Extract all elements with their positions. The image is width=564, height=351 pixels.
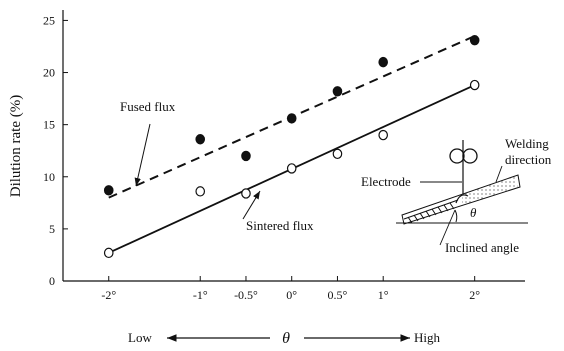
data-point-series-1	[378, 129, 388, 141]
low-label: Low	[128, 330, 152, 345]
data-point-series-0	[103, 185, 114, 196]
x-tick-label: 0°	[286, 288, 297, 302]
fused-flux-label: Fused flux	[120, 99, 176, 114]
data-point-series-1	[241, 188, 251, 199]
x-tick-label: -1°	[193, 288, 208, 302]
arc-pool	[455, 194, 469, 204]
data-point-series-1	[469, 79, 480, 91]
sintered-flux-leader	[242, 190, 261, 220]
data-point-series-1	[332, 148, 343, 160]
data-point-series-1	[103, 247, 114, 259]
welding-inset: θ Welding direction Electrode Inclined a…	[361, 136, 552, 255]
y-tick-label: 5	[49, 222, 55, 236]
y-tick-label: 15	[43, 118, 55, 132]
high-label: High	[414, 330, 441, 345]
theta-symbol: θ	[282, 330, 290, 347]
sintered-flux-label: Sintered flux	[246, 218, 314, 233]
inclined-angle-leader	[439, 209, 456, 246]
angle-arc	[454, 209, 458, 223]
inclined-angle-label: Inclined angle	[445, 240, 519, 255]
y-tick-label: 25	[43, 13, 55, 27]
welding-direction-label-2: direction	[505, 152, 552, 167]
data-point-series-0	[332, 86, 343, 97]
y-tick-label: 20	[43, 66, 55, 80]
fused-flux-leader	[134, 123, 151, 187]
wire-reel-left-icon	[449, 148, 465, 164]
weld-bead	[403, 199, 459, 224]
y-tick-label: 0	[49, 274, 55, 288]
x-tick-label: -0.5°	[234, 288, 258, 302]
wire-reel-right-icon	[462, 148, 478, 164]
data-point-series-0	[286, 113, 297, 124]
data-point-series-0	[469, 35, 480, 46]
x-tick-label: 0.5°	[328, 288, 348, 302]
inset-theta: θ	[470, 205, 477, 220]
y-tick-label: 10	[43, 170, 55, 184]
data-point-series-1	[286, 163, 297, 174]
welding-direction-label-1: Welding	[505, 136, 549, 151]
x-tick-label: 2°	[469, 288, 480, 302]
data-point-series-0	[241, 150, 251, 162]
data-point-series-0	[195, 134, 206, 145]
flux-bed	[462, 176, 518, 205]
welding-direction-leader	[495, 165, 503, 183]
y-axis-label: Dilution rate (%)	[8, 95, 24, 197]
x-tick-label: -2°	[101, 288, 116, 302]
x-tick-label: 1°	[378, 288, 389, 302]
data-point-series-0	[378, 56, 388, 68]
data-point-series-1	[195, 186, 206, 197]
electrode-label: Electrode	[361, 174, 411, 189]
